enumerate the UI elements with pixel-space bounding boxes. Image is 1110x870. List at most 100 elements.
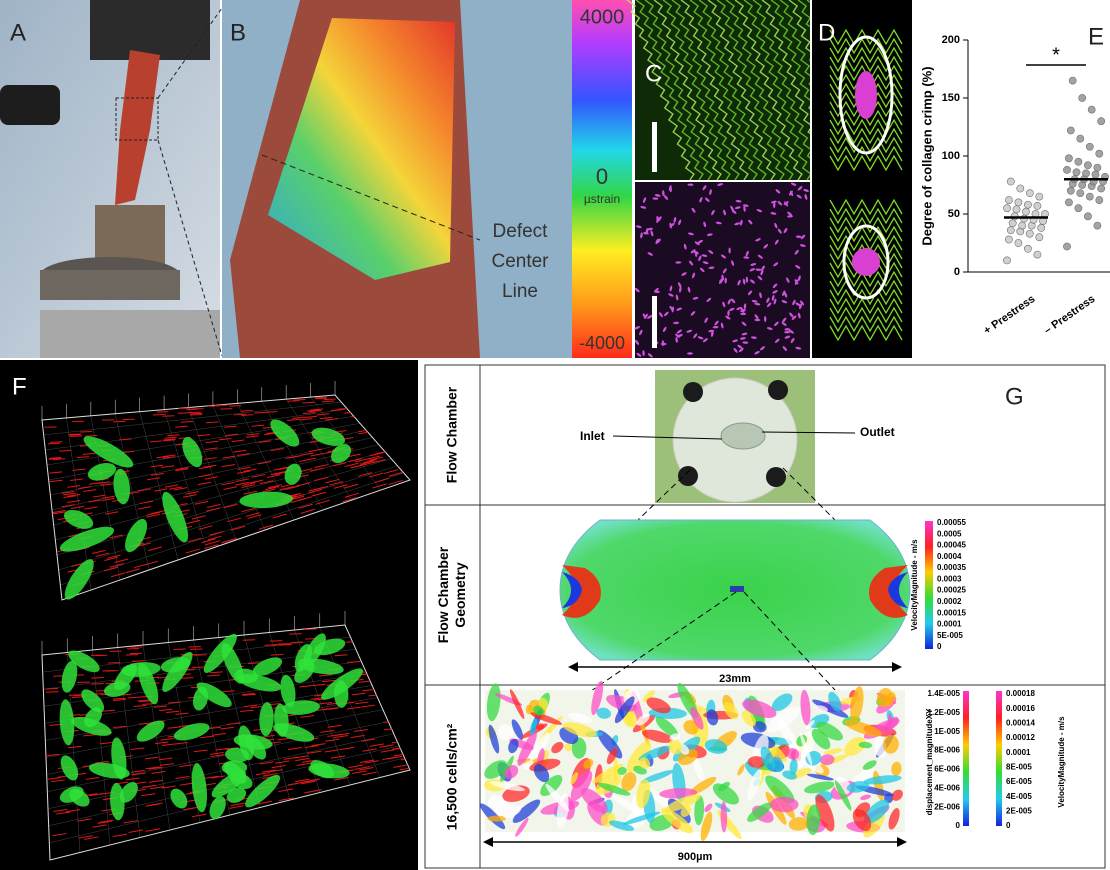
panel-label: E bbox=[1088, 23, 1104, 50]
data-point bbox=[1024, 201, 1031, 208]
x-tick-label: – Prestress bbox=[1042, 293, 1097, 337]
fiber bbox=[70, 436, 82, 437]
fiber bbox=[45, 688, 58, 689]
figure: A Defect Center Line B 4000 0 µstrain -4… bbox=[0, 0, 1110, 870]
y-axis-title: Degree of collagen crimp (%) bbox=[919, 66, 934, 245]
data-point bbox=[1003, 205, 1010, 212]
dimension-label: 900µm bbox=[678, 851, 713, 863]
data-point bbox=[1022, 208, 1029, 215]
data-point bbox=[1015, 199, 1022, 206]
rail bbox=[40, 310, 220, 358]
fiber bbox=[291, 642, 304, 643]
data-point bbox=[1075, 205, 1082, 212]
fiber bbox=[91, 684, 104, 685]
knob bbox=[768, 380, 788, 400]
data-point bbox=[1094, 222, 1101, 229]
camera bbox=[0, 85, 60, 125]
panel-e: E Degree of collagen crimp (%) 050100150… bbox=[919, 23, 1110, 337]
data-point bbox=[1065, 155, 1072, 162]
colorbar-label: 0.00014 bbox=[1006, 718, 1035, 727]
colorbar-label: 1.2E-005 bbox=[928, 708, 961, 717]
data-point bbox=[1063, 166, 1070, 173]
scale-bar bbox=[652, 296, 657, 348]
data-point bbox=[1038, 224, 1045, 231]
data-point bbox=[1084, 213, 1091, 220]
colorbar-label: 0 bbox=[1006, 821, 1011, 830]
knob bbox=[678, 466, 698, 486]
data-point bbox=[1015, 239, 1022, 246]
panel-label: B bbox=[230, 19, 246, 46]
data-point bbox=[1034, 202, 1041, 209]
colorbar-label: -4000 bbox=[579, 333, 625, 353]
cell bbox=[855, 71, 877, 119]
dimension-label: 23mm bbox=[719, 673, 751, 685]
colorbar-label: 0.0001 bbox=[1006, 748, 1031, 757]
fiber bbox=[48, 443, 60, 444]
data-point bbox=[1036, 193, 1043, 200]
colorbar-label: 0.00035 bbox=[937, 563, 966, 572]
colorbar-label: 0.00045 bbox=[937, 541, 966, 550]
annotation: Line bbox=[502, 281, 538, 302]
colorbar-label: 4E-006 bbox=[934, 783, 960, 792]
data-point bbox=[1082, 170, 1089, 177]
data-point bbox=[1069, 77, 1076, 84]
colorbar-label: 0 bbox=[937, 642, 942, 651]
channel bbox=[721, 423, 765, 449]
displacement-patch bbox=[487, 816, 505, 822]
colorbar-label: 6E-005 bbox=[1006, 777, 1032, 786]
fiber bbox=[80, 431, 92, 432]
fiber bbox=[194, 655, 207, 656]
colorbar bbox=[925, 521, 933, 649]
colorbar-title: VelocityMagnitude - m/s bbox=[910, 539, 919, 631]
data-point bbox=[1013, 206, 1020, 213]
data-point bbox=[1077, 190, 1084, 197]
fiber bbox=[50, 442, 62, 443]
colorbar-label: 0.00015 bbox=[937, 608, 966, 617]
panel-b: Defect Center Line B 4000 0 µstrain -400… bbox=[222, 0, 632, 358]
fiber bbox=[240, 411, 252, 412]
data-point bbox=[1088, 106, 1095, 113]
fiber bbox=[264, 645, 277, 646]
colorbar-label: 4E-005 bbox=[1006, 792, 1032, 801]
panel-g: G Inlet Outlet 23mm VelocityMagnitude - … bbox=[425, 365, 1105, 868]
data-point bbox=[1096, 196, 1103, 203]
fiber bbox=[220, 409, 232, 410]
panel-d: D bbox=[812, 0, 912, 358]
fiber bbox=[46, 692, 59, 693]
colorbar-label: 1E-005 bbox=[934, 727, 960, 736]
y-tick-label: 0 bbox=[954, 266, 960, 278]
colorbar-label: 0.0001 bbox=[937, 620, 962, 629]
fiber bbox=[190, 414, 202, 415]
data-point bbox=[1096, 150, 1103, 157]
panel-label: F bbox=[12, 373, 27, 400]
colorbar-label: 2E-006 bbox=[934, 802, 960, 811]
fiber bbox=[192, 667, 205, 668]
data-point bbox=[1079, 94, 1086, 101]
fiber bbox=[315, 398, 327, 399]
base-body bbox=[40, 270, 180, 300]
knob bbox=[766, 467, 786, 487]
data-point bbox=[1073, 169, 1080, 176]
fiber bbox=[77, 682, 90, 683]
row-label: Flow Chamber bbox=[444, 386, 460, 483]
y-tick-label: 200 bbox=[942, 34, 960, 46]
colorbar-label: 4000 bbox=[580, 6, 625, 28]
panel-a: A bbox=[0, 0, 222, 358]
annotation: Inlet bbox=[580, 429, 605, 443]
fiber bbox=[280, 644, 293, 645]
data-point bbox=[1009, 220, 1016, 227]
colorbar-label: 8E-005 bbox=[1006, 762, 1032, 771]
x-tick-label: + Prestress bbox=[982, 293, 1038, 337]
colorbar-label: 8E-006 bbox=[934, 746, 960, 755]
panel-label: D bbox=[818, 19, 835, 46]
data-point bbox=[1026, 230, 1033, 237]
data-point bbox=[1065, 199, 1072, 206]
grip bbox=[95, 205, 165, 265]
row-label: Geometry bbox=[452, 562, 468, 628]
colorbar-label: 2E-005 bbox=[1006, 806, 1032, 815]
panel-f: F bbox=[0, 360, 418, 870]
cell bbox=[852, 248, 880, 276]
data-point bbox=[1007, 178, 1014, 185]
annotation: Outlet bbox=[860, 425, 895, 439]
data-point bbox=[1034, 251, 1041, 258]
